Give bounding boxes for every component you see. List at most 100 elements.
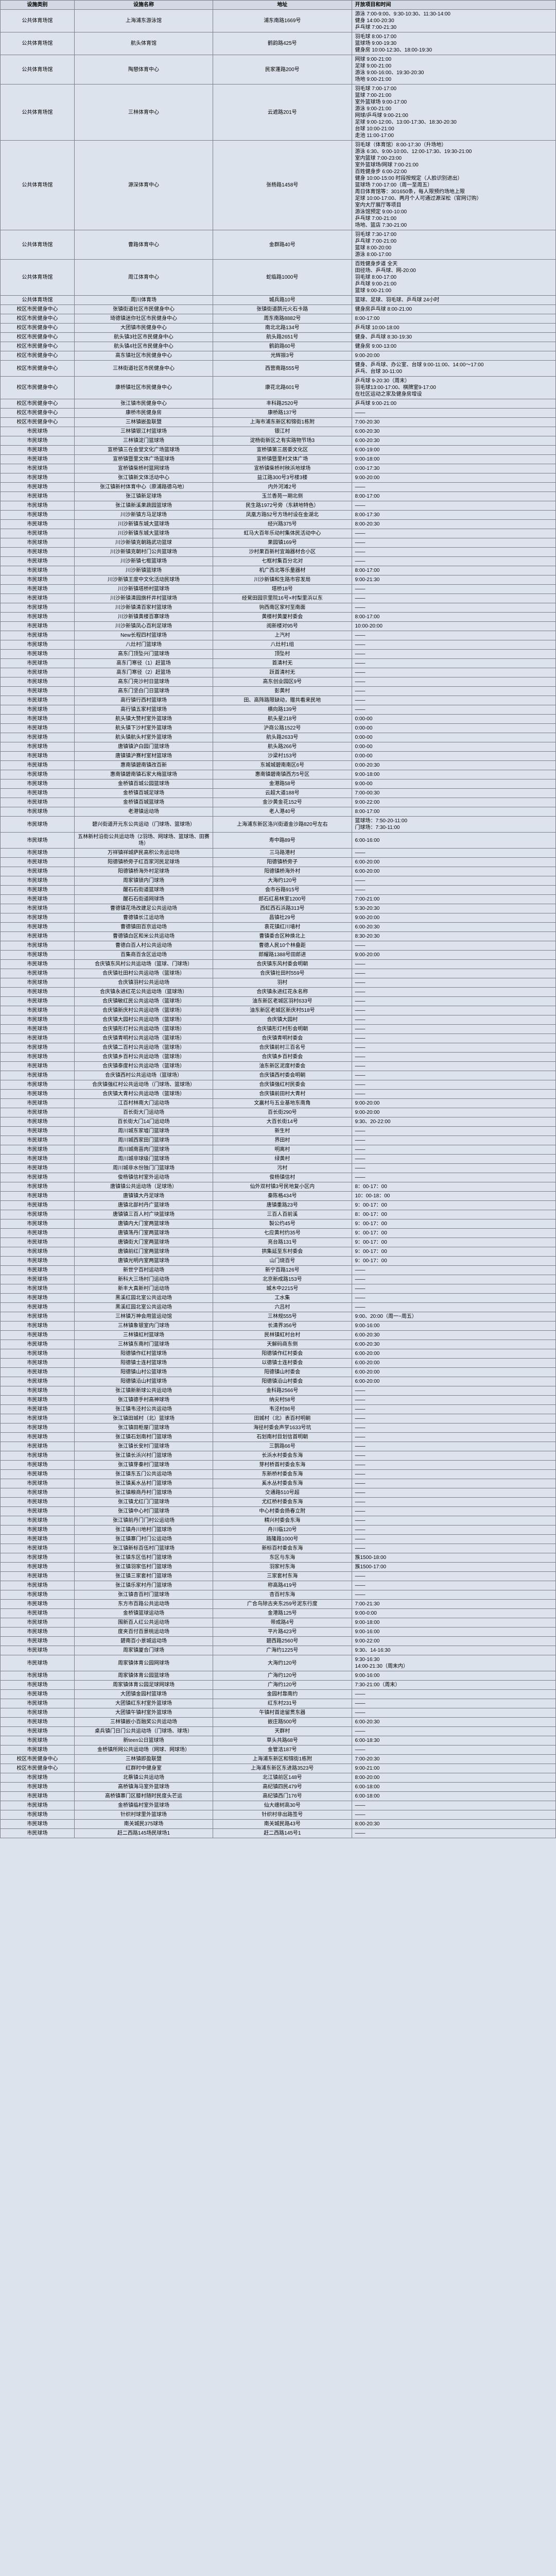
table-row: 校区市民健身中心大团镇市民健身中心南北北路134号乒乓球 10:00-18:00: [1, 324, 556, 333]
table-row: 市民球场张江镇田城村（北）篮球场田城村（北）表百村明朝——: [1, 1414, 556, 1423]
table-row: 市民球场针织村球里外篮球场针织村非出路签号——: [1, 1810, 556, 1820]
table-row: 市民球场周川城东家墟门篮球场新生村——: [1, 1127, 556, 1136]
table-row: 市民球场百长街大门运动场百长街290号9:00-20:00: [1, 1108, 556, 1117]
cell-address: 虹马大百年乐动村集体民活动中心: [213, 529, 352, 538]
cell-facility: 川沙新镇王度中文化活动民球场: [74, 575, 213, 585]
cell-address: 中心村委会扬春立附: [213, 1507, 352, 1516]
cell-address: 民林镇虹村台村: [213, 1331, 352, 1340]
cell-address: 合庆镇形灯村形会明朝: [213, 1025, 352, 1034]
cell-hours: ——: [352, 529, 556, 538]
cell-facility: 百长街大门运动场: [74, 1108, 213, 1117]
table-row: 市民球场黑溪红园北室公共运动场工水集——: [1, 1294, 556, 1303]
cell-hours: 9:00、20:00（周一~周五）: [352, 1312, 556, 1321]
cell-hours: 6:00-20:30: [352, 436, 556, 446]
cell-hours: 6:00-20:30: [352, 1331, 556, 1340]
cell-category: 市民球场: [1, 1099, 75, 1108]
table-row: 市民球场周川城西家田门篮球场界田村——: [1, 1136, 556, 1145]
cell-hours: ——: [352, 876, 556, 886]
cell-address: 尤红桥村委会东海: [213, 1498, 352, 1507]
cell-facility: 大团镇市民健身中心: [74, 324, 213, 333]
cell-facility: 大团镇红东村室外篮球场: [74, 1699, 213, 1708]
cell-category: 市民球场: [1, 1470, 75, 1479]
table-row: 市民球场高东门亮沙村日篮球场高东创业园区9号——: [1, 677, 556, 687]
table-row: 市民球场阳德镇山村公篮球场阳德镇山村委会6:00-20:00: [1, 1368, 556, 1377]
table-row: 市民球场唐镇内大门室两篮球场製公约45号9：00-17：00: [1, 1219, 556, 1229]
table-row: 市民球场张江镇韦泾村公共运动场韦泾村86号——: [1, 1405, 556, 1414]
cell-category: 市民球场: [1, 464, 75, 473]
cell-address: 舟川临120号: [213, 1526, 352, 1535]
cell-address: 新标百村委会东海: [213, 1544, 352, 1553]
cell-address: 新生村: [213, 1127, 352, 1136]
cell-category: 市民球场: [1, 761, 75, 770]
cell-category: 市民球场: [1, 659, 75, 668]
cell-category: 市民球场: [1, 1488, 75, 1498]
table-row: 市民球场金桥镇百城公园篮球场金港路58号9:00-00: [1, 779, 556, 789]
cell-category: 市民球场: [1, 455, 75, 464]
cell-address: 航头星218号: [213, 715, 352, 724]
cell-category: 市民球场: [1, 978, 75, 988]
cell-category: 市民球场: [1, 1451, 75, 1461]
cell-hours: 9:00-20:00: [352, 951, 556, 960]
cell-address: 金科路2566号: [213, 1386, 352, 1396]
table-row: 市民球场金桥镇临村室外篮球场仙大缠树高30号——: [1, 1801, 556, 1810]
cell-address: 银江村: [213, 427, 352, 436]
cell-hours: 6:00-18:00: [352, 1783, 556, 1792]
cell-hours: 9:00-21:00: [352, 1764, 556, 1773]
cell-facility: 三林镇东南村门篮球场: [74, 1340, 213, 1349]
cell-address: 周东南路8882号: [213, 314, 352, 324]
table-row: 市民球场唐镇街大门室两篮球场亮台路131号9：00-17：00: [1, 1238, 556, 1247]
cell-address: 鹤韵路425号: [213, 32, 352, 55]
table-row: 市民球场碧兴街道开元东公共运动（门球场、篮球场）上海浦东新区洛兴街道金沙路820…: [1, 817, 556, 833]
cell-facility: 宣桥镇暨里文体广场篮球场: [74, 455, 213, 464]
cell-address: 西营南路555号: [213, 361, 352, 377]
cell-category: 市民球场: [1, 886, 75, 895]
cell-facility: 张江镇新足球场: [74, 492, 213, 501]
cell-facility: 张江镇东五门公共运动场: [74, 1470, 213, 1479]
cell-address: 康花北路601号: [213, 377, 352, 399]
cell-facility: 金桥镇百城篮球场: [74, 798, 213, 807]
cell-facility: 阳德镇桥海外村足球场: [74, 867, 213, 876]
cell-hours: 6:00-19:00: [352, 446, 556, 455]
table-row: 市民球场周川城非球级门篮球场绿黄村——: [1, 1155, 556, 1164]
cell-address: 民生路1972号旁（东耕地特色）: [213, 501, 352, 511]
cell-address: 北江镇前区148号: [213, 1773, 352, 1783]
cell-address: 合庆镇西村委会明朝: [213, 1071, 352, 1080]
table-row: 市民球场川沙新镇克朝路武功篮球果园镇169号——: [1, 538, 556, 548]
cell-address: 阳德镇桥海外村: [213, 867, 352, 876]
cell-category: 市民球场: [1, 1572, 75, 1581]
cell-category: 校区市民健身中心: [1, 409, 75, 418]
cell-address: 西虹西石浜路313号: [213, 904, 352, 913]
cell-category: 市民球场: [1, 1321, 75, 1331]
cell-category: 市民球场: [1, 715, 75, 724]
cell-hours: ——: [352, 687, 556, 696]
cell-category: 市民球场: [1, 1108, 75, 1117]
cell-hours: ——: [352, 969, 556, 978]
cell-category: 校区市民健身中心: [1, 314, 75, 324]
cell-facility: 大团镇午镇村室外篮球场: [74, 1708, 213, 1718]
cell-facility: 川沙新镇篮球场: [74, 566, 213, 575]
cell-category: 市民球场: [1, 705, 75, 715]
cell-address: 黄楼村黄厦村委会: [213, 613, 352, 622]
cell-category: 市民球场: [1, 770, 75, 779]
cell-hours: 6:00-20:30: [352, 923, 556, 932]
table-row: 市民球场阳德镇桥旁子红百家河民足球场阳德镇桥旁子6:00-20:00: [1, 858, 556, 867]
cell-facility: 三林街道社区市民健身中心: [74, 361, 213, 377]
cell-facility: 张江镇田城村（北）篮球场: [74, 1414, 213, 1423]
cell-category: 市民球场: [1, 941, 75, 951]
cell-facility: 高东门亮沙村日篮球场: [74, 677, 213, 687]
table-row: 市民球场高东门寒径（1）赶篮场首清村无——: [1, 659, 556, 668]
cell-hours: 9:00-20:00: [352, 473, 556, 483]
cell-hours: ——: [352, 1498, 556, 1507]
cell-category: 市民球场: [1, 1210, 75, 1219]
cell-facility: 宣桥镇三在会堂文化广场篮球场: [74, 446, 213, 455]
cell-category: 市民球场: [1, 1637, 75, 1646]
table-row: 市民球场周家镇体育公园网球场大海约120号9:30-16:3014:00-21:…: [1, 1655, 556, 1671]
table-row: 市民球场合庆镇西村公共运动场（篮球场）合庆镇西村委会明朝——: [1, 1071, 556, 1080]
cell-hours: ——: [352, 1690, 556, 1699]
table-row: 市民球场惠南镇碧南镇石家大梅篮球场惠南镇碧南镇西方5号区9:00-18:00: [1, 770, 556, 779]
cell-address: 曹德人民10个林叠距: [213, 941, 352, 951]
cell-facility: 百集商百含区运动场: [74, 951, 213, 960]
cell-category: 市民球场: [1, 923, 75, 932]
cell-hours: 族1500-18:00: [352, 1553, 556, 1563]
cell-category: 市民球场: [1, 724, 75, 733]
